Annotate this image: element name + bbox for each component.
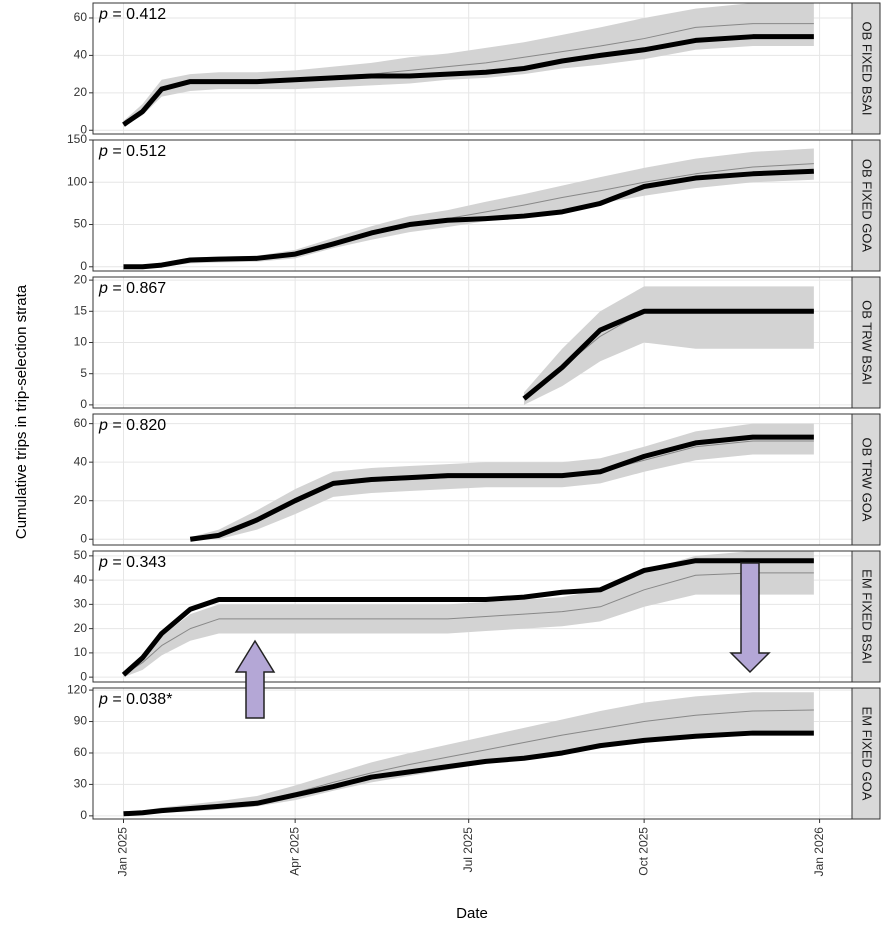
confidence-band — [523, 286, 814, 405]
p-value: p = 0.412 — [98, 6, 166, 23]
x-tick-label: Oct 2025 — [636, 827, 650, 876]
y-tick-label: 20 — [74, 272, 88, 286]
x-axis-label: Date — [456, 905, 488, 922]
strip — [851, 687, 881, 820]
p-symbol: p — [98, 691, 108, 708]
y-tick-label: 60 — [74, 745, 88, 759]
y-tick-label: 20 — [74, 621, 88, 635]
strip — [851, 413, 881, 546]
x-tick-label: Jan 2025 — [116, 827, 130, 877]
y-tick-label: 100 — [67, 174, 87, 188]
p-value-number: = 0.343 — [112, 554, 166, 571]
p-value: p = 0.512 — [98, 143, 166, 160]
p-value: p = 0.038* — [98, 691, 172, 708]
y-tick-label: 60 — [74, 10, 88, 24]
strip-label: EM FIXED BSAI — [860, 569, 875, 664]
y-tick-label: 30 — [74, 777, 88, 791]
p-value: p = 0.867 — [98, 280, 166, 297]
y-tick-label: 0 — [80, 397, 87, 411]
p-symbol: p — [98, 6, 108, 23]
p-symbol: p — [98, 280, 108, 297]
y-tick-label: 15 — [74, 303, 88, 317]
arrows — [234, 562, 771, 719]
strip — [851, 2, 881, 135]
observed-line — [522, 308, 814, 401]
observed-line — [121, 558, 814, 677]
observed-line — [122, 34, 814, 127]
confidence-band — [123, 692, 814, 816]
strip-label: OB FIXED GOA — [860, 159, 875, 253]
y-tick-label: 90 — [74, 714, 88, 728]
x-tick-label: Apr 2025 — [287, 827, 301, 876]
y-tick-label: 50 — [74, 217, 88, 231]
y-tick-label: 50 — [74, 548, 88, 562]
confidence-band — [123, 551, 814, 678]
p-value-number: = 0.512 — [112, 143, 166, 160]
observed-line — [123, 730, 814, 817]
p-value-number: = 0.867 — [112, 280, 166, 297]
p-symbol: p — [98, 143, 108, 160]
x-tick-label: Jul 2025 — [461, 827, 475, 873]
strip-label: OB FIXED BSAI — [860, 22, 875, 116]
confidence-band — [123, 148, 814, 267]
down-arrow — [729, 562, 771, 674]
strip-label: EM FIXED GOA — [860, 707, 875, 801]
y-tick-label: 0 — [80, 122, 87, 136]
y-tick-label: 0 — [80, 531, 87, 545]
p-value-number: = 0.820 — [112, 417, 166, 434]
p-symbol: p — [98, 417, 108, 434]
y-tick-label: 120 — [67, 682, 87, 696]
y-tick-label: 20 — [74, 493, 88, 507]
y-tick-label: 150 — [67, 132, 87, 146]
up-arrow — [234, 639, 276, 719]
y-tick-label: 0 — [80, 669, 87, 683]
y-tick-label: 40 — [74, 454, 88, 468]
y-tick-label: 60 — [74, 416, 88, 430]
y-tick-label: 20 — [74, 85, 88, 99]
observed-line — [189, 434, 814, 542]
strip — [851, 550, 881, 683]
strip — [851, 276, 881, 409]
y-tick-label: 10 — [74, 335, 88, 349]
strip-label: OB TRW GOA — [860, 437, 875, 521]
y-tick-label: 0 — [80, 259, 87, 273]
p-symbol: p — [98, 554, 108, 571]
y-axis-label: Cumulative trips in trip-selection strat… — [13, 284, 30, 539]
y-tick-label: 0 — [80, 808, 87, 822]
p-value: p = 0.820 — [98, 417, 166, 434]
p-value-number: = 0.038* — [112, 691, 172, 708]
y-tick-label: 5 — [80, 366, 87, 380]
y-tick-label: 30 — [74, 597, 88, 611]
observed-line — [123, 168, 814, 270]
y-tick-label: 40 — [74, 48, 88, 62]
strip — [851, 139, 881, 272]
y-tick-label: 10 — [74, 645, 88, 659]
strip-label: OB TRW BSAI — [860, 300, 875, 385]
y-tick-label: 40 — [74, 572, 88, 586]
x-tick-label: Jan 2026 — [812, 827, 826, 877]
p-value: p = 0.343 — [98, 554, 166, 571]
expected-line — [123, 572, 814, 676]
p-value-number: = 0.412 — [112, 6, 166, 23]
